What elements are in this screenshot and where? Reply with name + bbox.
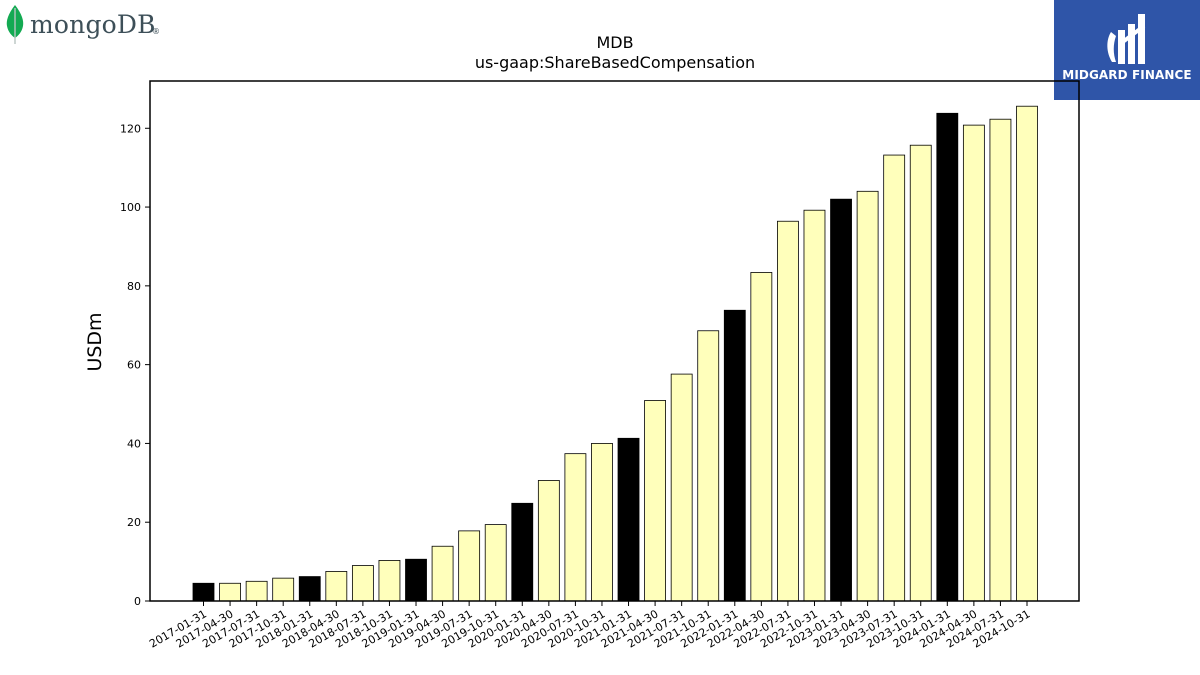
bar-2019-10-31 [484,524,507,602]
bar-2023-07-31 [883,154,906,602]
bar-2021-01-31 [617,437,640,602]
midgard-finance-text: MIDGARD FINANCE [1062,68,1192,82]
bar-2019-07-31 [458,530,481,602]
bar-2017-01-31 [192,582,215,602]
bar-2022-10-31 [803,209,826,602]
bar-2021-04-30 [644,400,666,602]
bar-2023-10-31 [909,144,932,602]
bar-2020-07-31 [564,453,587,602]
bar-2020-10-31 [591,443,613,602]
y-tick-label: 120 [120,122,141,135]
bar-2020-04-30 [537,480,560,602]
midgard-finance-mark-icon [1107,14,1146,64]
bar-2018-04-30 [325,571,348,602]
bar-2017-10-31 [272,577,295,602]
bar-2018-07-31 [351,565,374,602]
bar-2024-04-30 [962,124,985,602]
bar-2021-10-31 [697,330,720,602]
x-axis-ticks: 2017-01-312017-04-302017-07-312017-10-31… [147,601,1033,651]
y-tick-label: 60 [127,359,141,372]
mongodb-wordmark: mongoDB [30,10,156,39]
bar-2024-07-31 [989,118,1012,602]
bar-2022-01-31 [723,309,746,602]
bar-2024-01-31 [936,112,959,602]
bar-2019-04-30 [431,545,454,602]
bar-2020-01-31 [511,502,534,602]
y-tick-label: 100 [120,201,141,214]
bar-2024-10-31 [1016,105,1038,602]
bar-2018-01-31 [298,576,321,602]
chart-subtitle: us-gaap:ShareBasedCompensation [475,53,755,72]
chart-title: MDB [596,33,633,52]
bar-2017-04-30 [219,582,241,602]
registered-mark: ® [152,27,160,36]
y-axis-label: USDm [84,312,106,371]
y-tick-label: 80 [127,280,141,293]
mongodb-logo: mongoDB ® [4,4,174,48]
y-tick-label: 0 [134,595,141,608]
bar-2021-07-31 [670,373,693,602]
bar-2018-10-31 [378,560,401,602]
bar-2019-01-31 [405,558,427,602]
y-axis-ticks: 0 20 40 60 80 100 120 [120,122,150,608]
bars-group [192,105,1038,602]
bar-2017-07-31 [245,580,268,602]
bar-2023-04-30 [856,190,879,602]
plot-frame [149,80,1080,602]
mongodb-leaf-icon [6,5,24,44]
y-tick-label: 40 [127,437,141,450]
bar-2023-01-31 [830,198,852,602]
bar-2022-07-31 [777,220,799,602]
bar-2022-04-30 [750,272,773,602]
y-tick-label: 20 [127,516,141,529]
midgard-finance-logo: MIDGARD FINANCE [1054,0,1200,100]
